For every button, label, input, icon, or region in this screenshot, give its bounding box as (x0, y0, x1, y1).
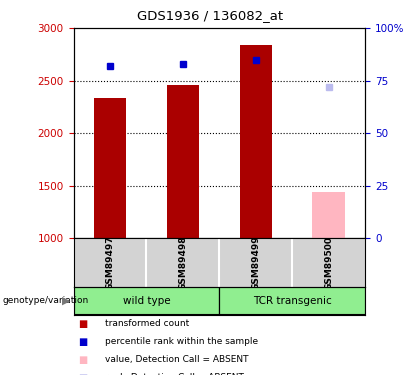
Text: GSM89499: GSM89499 (252, 235, 260, 290)
Bar (220, 287, 365, 314)
Bar (94, 99, 126, 238)
Bar (312, 192, 345, 238)
Bar (167, 85, 200, 238)
Bar (74, 287, 220, 314)
Text: ■: ■ (78, 373, 87, 375)
Text: ▶: ▶ (62, 296, 71, 306)
Text: GSM89497: GSM89497 (105, 235, 115, 290)
Text: genotype/variation: genotype/variation (2, 296, 88, 305)
Text: ■: ■ (78, 319, 87, 329)
Text: ■: ■ (78, 337, 87, 347)
Text: rank, Detection Call = ABSENT: rank, Detection Call = ABSENT (105, 373, 244, 375)
Text: ■: ■ (78, 355, 87, 365)
Text: GSM89500: GSM89500 (324, 236, 333, 290)
Text: GDS1936 / 136082_at: GDS1936 / 136082_at (137, 9, 283, 22)
Text: value, Detection Call = ABSENT: value, Detection Call = ABSENT (105, 355, 249, 364)
Text: TCR transgenic: TCR transgenic (253, 296, 332, 306)
Text: wild type: wild type (123, 296, 170, 306)
Text: percentile rank within the sample: percentile rank within the sample (105, 337, 258, 346)
Bar (239, 45, 272, 238)
Text: GSM89498: GSM89498 (178, 235, 187, 290)
Text: transformed count: transformed count (105, 319, 189, 328)
